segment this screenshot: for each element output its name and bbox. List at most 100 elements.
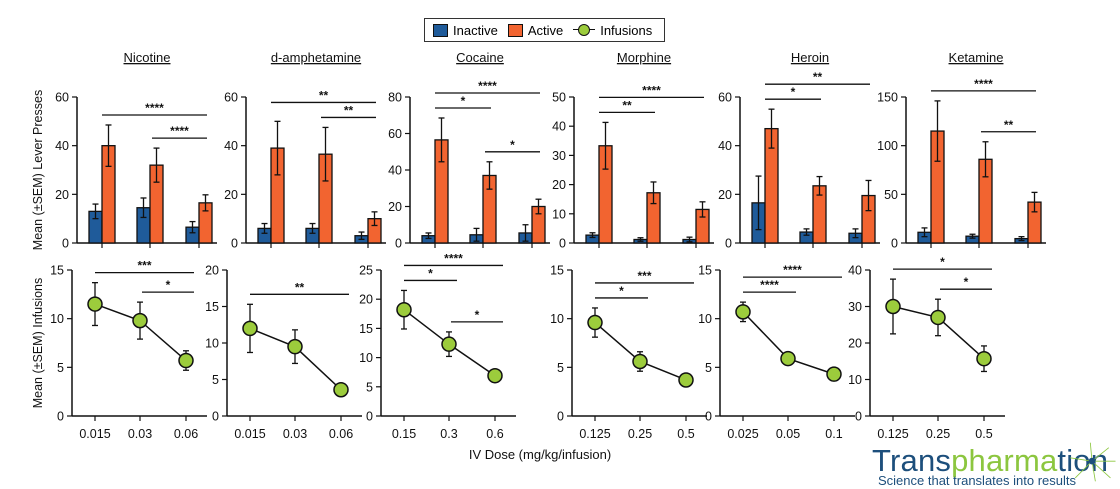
x-tick-label: 0.06	[329, 427, 353, 441]
y-tick-label: 60	[388, 127, 402, 141]
y-tick-label: 0	[557, 410, 564, 424]
x-tick-label: 0.25	[628, 427, 652, 441]
y-tick-label: 15	[205, 300, 219, 314]
infusions-point	[976, 350, 992, 367]
y-tick-label: 0	[891, 237, 898, 251]
y-tick-label: 40	[224, 139, 238, 153]
y-tick-label: 20	[224, 188, 238, 202]
infusions-point	[87, 296, 103, 312]
y-tick-label: 10	[205, 337, 219, 351]
y-tick-label: 15	[550, 264, 564, 278]
y-tick-label: 5	[705, 361, 712, 375]
y-tick-label: 20	[205, 264, 219, 278]
significance-label: *	[475, 308, 480, 322]
significance-label: **	[319, 88, 329, 102]
significance-label: *	[940, 255, 945, 269]
significance-label: *	[619, 284, 624, 298]
y-tick-label: 20	[55, 188, 69, 202]
infusions-point	[826, 366, 842, 382]
legend-item-infusions: Infusions	[573, 23, 652, 38]
legend-item-inactive: Inactive	[433, 23, 498, 38]
x-tick-label: 0.5	[975, 427, 992, 441]
y-tick-label: 40	[718, 139, 732, 153]
y-tick-label: 5	[212, 373, 219, 387]
infusions-point	[333, 381, 349, 398]
y-tick-label: 60	[718, 91, 732, 105]
y-tick-label: 10	[50, 312, 64, 326]
significance-label: *	[166, 278, 171, 292]
panel-title: Nicotine	[124, 50, 171, 65]
y-tick-label: 60	[224, 91, 238, 105]
legend-item-active: Active	[507, 23, 563, 38]
infusions-point	[178, 352, 194, 369]
y-tick-label: 5	[57, 361, 64, 375]
y-tick-label: 100	[877, 139, 898, 153]
y-tick-label: 0	[559, 237, 566, 251]
x-tick-label: 0.25	[926, 427, 950, 441]
significance-label: ****	[145, 101, 164, 115]
active-swatch	[507, 23, 523, 37]
significance-label: **	[295, 280, 305, 294]
infusions-point	[735, 304, 751, 320]
significance-label: *	[428, 266, 433, 280]
y-tick-label: 40	[552, 120, 566, 134]
panel-title: Heroin	[791, 50, 829, 65]
legend: Inactive Active Infusions	[424, 18, 666, 42]
y-tick-label: 5	[557, 361, 564, 375]
x-axis-label: IV Dose (mg/kg/infusion)	[469, 447, 611, 462]
y-tick-label: 0	[366, 410, 373, 424]
panel-title: d-amphetamine	[271, 50, 361, 65]
y-tick-label: 20	[359, 293, 373, 307]
y-tick-label: 50	[552, 91, 566, 105]
x-tick-label: 0.03	[283, 427, 307, 441]
y-tick-label: 40	[55, 139, 69, 153]
x-tick-label: 0.5	[677, 427, 694, 441]
legend-label-infusions: Infusions	[600, 22, 653, 38]
x-tick-label: 0.03	[128, 427, 152, 441]
significance-label: ****	[170, 124, 189, 138]
y-tick-label: 0	[212, 410, 219, 424]
y-tick-label: 20	[848, 337, 862, 351]
infusions-point	[441, 336, 457, 352]
infusions-point	[287, 338, 303, 355]
panel-7: 0 5 10 15 20 0.015 0.03 0.06 **	[205, 264, 362, 441]
y-tick-label: 0	[705, 410, 712, 424]
significance-label: *	[791, 85, 796, 99]
y-tick-label: 150	[877, 91, 898, 105]
panel-0: Nicotine 0 20 40 60 **** ****	[55, 50, 217, 251]
infusions-point	[487, 367, 503, 384]
significance-label: *	[510, 138, 515, 152]
y-tick-label: 5	[366, 380, 373, 394]
significance-label: **	[344, 103, 354, 117]
significance-label: *	[964, 275, 969, 289]
significance-label: **	[622, 98, 632, 112]
x-tick-label: 0.3	[440, 427, 457, 441]
logo-part: Trans	[872, 443, 952, 478]
x-tick-label: 0.125	[579, 427, 610, 441]
y-tick-label: 80	[388, 91, 402, 105]
significance-label: *	[461, 94, 466, 108]
significance-label: ***	[637, 269, 651, 283]
y-tick-label: 0	[725, 237, 732, 251]
infusions-point	[885, 298, 901, 315]
x-tick-label: 0.06	[174, 427, 198, 441]
infusions-point	[678, 372, 694, 388]
x-tick-label: 0.125	[877, 427, 908, 441]
infusions-point	[780, 350, 796, 367]
y-tick-label: 20	[552, 178, 566, 192]
y-tick-label: 10	[698, 312, 712, 326]
y-tick-label: 15	[50, 264, 64, 278]
x-tick-label: 0.015	[79, 427, 110, 441]
infusions-point	[242, 320, 258, 337]
y-tick-label: 10	[552, 207, 566, 221]
legend-label-inactive: Inactive	[453, 22, 498, 38]
significance-label: ****	[760, 278, 779, 292]
infusions-point	[587, 314, 603, 331]
x-tick-label: 0.1	[825, 427, 842, 441]
significance-label: ****	[444, 251, 463, 265]
significance-label: **	[813, 70, 823, 84]
